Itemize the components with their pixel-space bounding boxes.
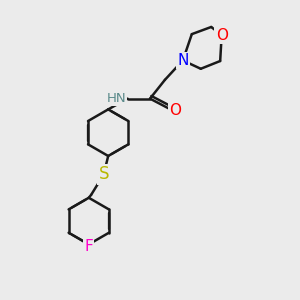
Text: F: F: [84, 239, 93, 254]
Text: O: O: [216, 28, 228, 43]
Text: HN: HN: [106, 92, 126, 105]
Text: N: N: [177, 53, 188, 68]
Text: O: O: [169, 103, 181, 118]
Text: S: S: [98, 166, 109, 184]
